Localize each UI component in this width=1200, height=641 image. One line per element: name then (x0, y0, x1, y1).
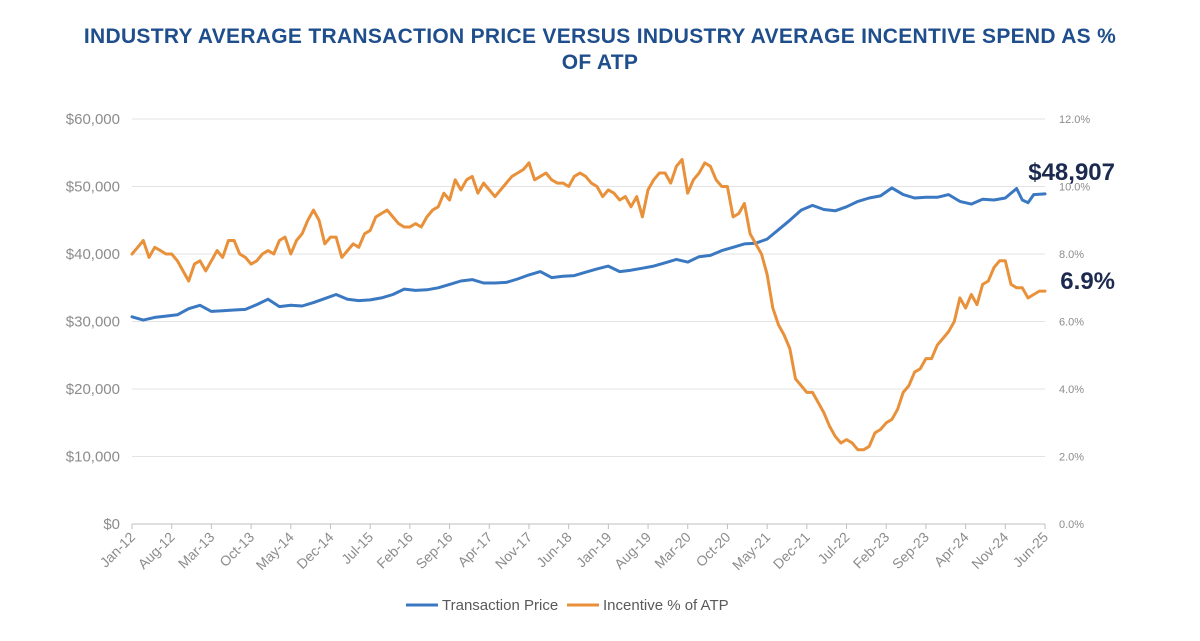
left-y-axis: $0 $10,000 $20,000 $30,000 $40,000 $50,000 $60… (66, 111, 120, 533)
x-tick-label: May-21 (729, 529, 773, 573)
legend-label: Transaction Price (442, 597, 558, 614)
legend[interactable]: Transaction Price Incentive % of ATP (406, 597, 729, 614)
x-tick-label: Apr-17 (454, 529, 495, 570)
right-y-axis: 0.0% 2.0% 4.0% 6.0% 8.0% 10.0% 12.0% (1059, 114, 1090, 531)
x-tick-label: Feb-23 (850, 529, 893, 572)
legend-item[interactable]: Transaction Price (406, 597, 558, 614)
x-tick-label: Feb-16 (373, 529, 416, 572)
chart-title: INDUSTRY AVERAGE TRANSACTION PRICE VERSU… (0, 24, 1200, 76)
chart-title-line-2: OF ATP (561, 51, 639, 74)
x-tick-label: Nov-17 (492, 529, 535, 572)
x-tick-label: Dec-14 (293, 529, 336, 572)
legend-label: Incentive % of ATP (603, 597, 729, 614)
x-tick-label: May-14 (253, 529, 297, 573)
y-left-tick-label: $10,000 (66, 449, 120, 466)
y-left-tick-label: $0 (103, 516, 120, 533)
y-right-tick-label: 2.0% (1059, 452, 1084, 464)
y-left-tick-label: $30,000 (66, 314, 120, 331)
x-tick-label: Nov-24 (968, 529, 1011, 572)
x-tick-label: Jan-12 (97, 529, 139, 571)
x-tick-label: Apr-24 (931, 529, 972, 570)
x-tick-label: Aug-19 (611, 529, 654, 572)
y-left-tick-label: $40,000 (66, 246, 120, 263)
x-tick-label: Mar-13 (175, 529, 218, 572)
x-tick-label: Mar-20 (651, 529, 694, 572)
series-line (130, 186, 1047, 322)
end-value-callouts: $48,907 6.9% (1028, 159, 1115, 295)
series-line (130, 158, 1047, 452)
x-tick-label: Sep-23 (889, 529, 932, 572)
x-tick-label: Sep-16 (412, 529, 455, 572)
x-tick-label: Oct-20 (693, 529, 734, 570)
y-right-tick-label: 6.0% (1059, 317, 1084, 329)
x-tick-label: Aug-12 (135, 529, 178, 572)
y-left-tick-label: $20,000 (66, 381, 120, 398)
x-tick-label: Jul-22 (814, 529, 852, 567)
series-lines (130, 158, 1047, 452)
x-tick-label: Oct-13 (216, 529, 257, 570)
x-tick-label: Jan-19 (573, 529, 615, 571)
chart-title-line-1: INDUSTRY AVERAGE TRANSACTION PRICE VERSU… (83, 25, 1117, 48)
x-tick-label: Jun-18 (533, 529, 575, 571)
y-right-tick-label: 0.0% (1059, 519, 1084, 531)
y-left-tick-label: $50,000 (66, 179, 120, 196)
x-tick-label: Jul-15 (338, 529, 376, 567)
legend-item[interactable]: Incentive % of ATP (567, 597, 729, 614)
end-value-label: $48,907 (1028, 159, 1115, 186)
y-right-tick-label: 10.0% (1059, 182, 1090, 194)
end-value-label: 6.9% (1060, 268, 1115, 295)
x-tick-label: Dec-21 (770, 529, 813, 572)
y-left-tick-label: $60,000 (66, 111, 120, 128)
y-right-tick-label: 8.0% (1059, 249, 1084, 261)
x-tick-label: Jun-25 (1010, 529, 1052, 571)
y-right-tick-label: 12.0% (1059, 114, 1090, 126)
gridlines (132, 118, 1045, 525)
y-right-tick-label: 4.0% (1059, 384, 1084, 396)
